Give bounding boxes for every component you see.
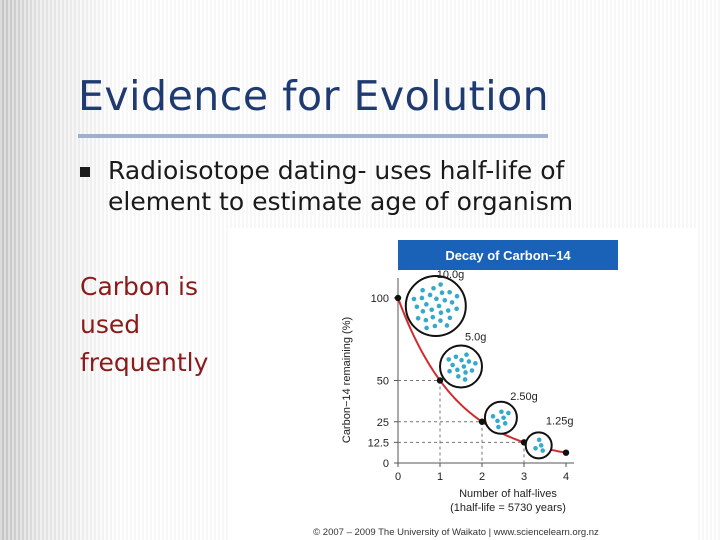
carbon-atom-dot <box>462 377 468 382</box>
carbon-atom-dot <box>461 364 467 369</box>
y-tick-label: 50 <box>377 376 389 388</box>
x-axis-sublabel: (1half-life = 5730 years) <box>450 502 566 514</box>
slide-title: Evidence for Evolution <box>78 72 550 120</box>
carbon-atom-dot <box>438 318 443 323</box>
carbon-atom-dot <box>449 300 455 305</box>
carbon-atom-dot <box>434 296 439 302</box>
carbon-atom-dot <box>473 361 478 366</box>
carbon-atom-dot <box>438 282 443 287</box>
x-tick-label: 3 <box>521 471 527 483</box>
carbon-atom-dot <box>436 303 442 309</box>
decay-chart: Decay of Carbon−14 Carbon−14 remaining (… <box>313 240 618 538</box>
carbon-atom-dot <box>533 445 538 451</box>
carbon-atom-dot <box>496 424 501 430</box>
data-point <box>394 294 402 302</box>
carbon-atom-dot <box>423 317 429 323</box>
carbon-atom-dot <box>445 308 451 313</box>
x-axis-label: Number of half-lives <box>459 488 557 500</box>
y-tick-label: 0 <box>383 458 389 470</box>
x-tick-label: 2 <box>479 471 485 483</box>
carbon-atom-dot <box>414 304 420 310</box>
bullet-text: Radioisotope dating- uses half-life of e… <box>108 156 574 216</box>
carbon-atom-dot <box>447 368 452 374</box>
chart-header-bar <box>398 240 618 270</box>
carbon-atom-dot <box>429 307 435 313</box>
carbon-atom-dot <box>459 357 464 363</box>
carbon-atom-dot <box>415 315 421 321</box>
carbon-atom-dot <box>447 289 452 295</box>
sample-mass-label: 1.25g <box>546 415 574 427</box>
carbon-atom-dot <box>420 287 425 293</box>
carbon-atom-dot <box>439 290 445 295</box>
carbon-atom-dot <box>466 359 472 364</box>
y-tick-label: 12.5 <box>368 437 389 449</box>
side-caption: Carbon is used frequently <box>80 272 209 377</box>
carbon-atom-dot <box>424 302 429 307</box>
sample-mass-label: 2.50g <box>510 391 538 403</box>
carbon-atom-dot <box>424 325 429 331</box>
carbon-atom-dot <box>447 315 453 321</box>
copyright-credit: © 2007 – 2009 The University of Waikato … <box>313 527 599 538</box>
carbon-decay-figure: Decay of Carbon−14 Carbon−14 remaining (… <box>228 228 696 540</box>
y-tick-label: 25 <box>377 417 389 429</box>
carbon-atom-dot <box>490 414 496 419</box>
carbon-atom-dot <box>538 443 544 448</box>
carbon-atom-dot <box>438 310 444 316</box>
carbon-atom-dot <box>464 352 469 358</box>
carbon-atom-dot <box>432 323 438 329</box>
carbon-atom-dot <box>495 418 500 424</box>
carbon-atom-dot <box>411 296 417 302</box>
sample-circle <box>524 431 553 460</box>
carbon-atom-dot <box>427 292 433 298</box>
x-tick-label: 4 <box>563 471 569 483</box>
sample-circle <box>483 400 518 435</box>
carbon-atom-dot <box>453 354 459 360</box>
y-axis-label: Carbon−14 remaining (%) <box>341 317 353 443</box>
data-point <box>562 449 570 456</box>
data-point <box>478 418 486 425</box>
carbon-atom-dot <box>502 421 508 426</box>
carbon-atom-dot <box>454 306 459 312</box>
carbon-atom-dot <box>446 357 452 362</box>
carbon-atom-dot <box>419 295 425 301</box>
carbon-atom-dot <box>450 362 455 368</box>
carbon-atom-dot <box>536 437 542 443</box>
sample-mass-label: 5.0g <box>465 332 486 344</box>
sample-mass-label: 10.0g <box>437 269 465 281</box>
carbon-atom-dot <box>442 297 448 303</box>
data-point <box>436 377 444 384</box>
carbon-atom-dot <box>506 410 511 416</box>
title-divider <box>78 134 548 138</box>
carbon-atom-dot <box>430 314 436 320</box>
x-tick-label: 0 <box>395 471 401 483</box>
carbon-atom-dot <box>420 309 426 314</box>
y-tick-label: 100 <box>371 293 389 305</box>
carbon-atom-dot <box>454 293 460 299</box>
carbon-atom-dot <box>431 285 436 291</box>
carbon-atom-dot <box>444 323 450 328</box>
carbon-atom-dot <box>455 367 460 373</box>
carbon-atom-dot <box>469 368 475 373</box>
sample-circle <box>439 344 483 389</box>
carbon-atom-dot <box>463 370 468 375</box>
x-tick-label: 1 <box>437 471 443 483</box>
carbon-atom-dot <box>540 448 545 453</box>
bullet-square-icon <box>80 167 90 177</box>
carbon-atom-dot <box>499 409 504 415</box>
chart-title: Decay of Carbon−14 <box>445 248 571 263</box>
carbon-atom-dot <box>456 374 461 379</box>
carbon-atom-dot <box>501 415 506 421</box>
